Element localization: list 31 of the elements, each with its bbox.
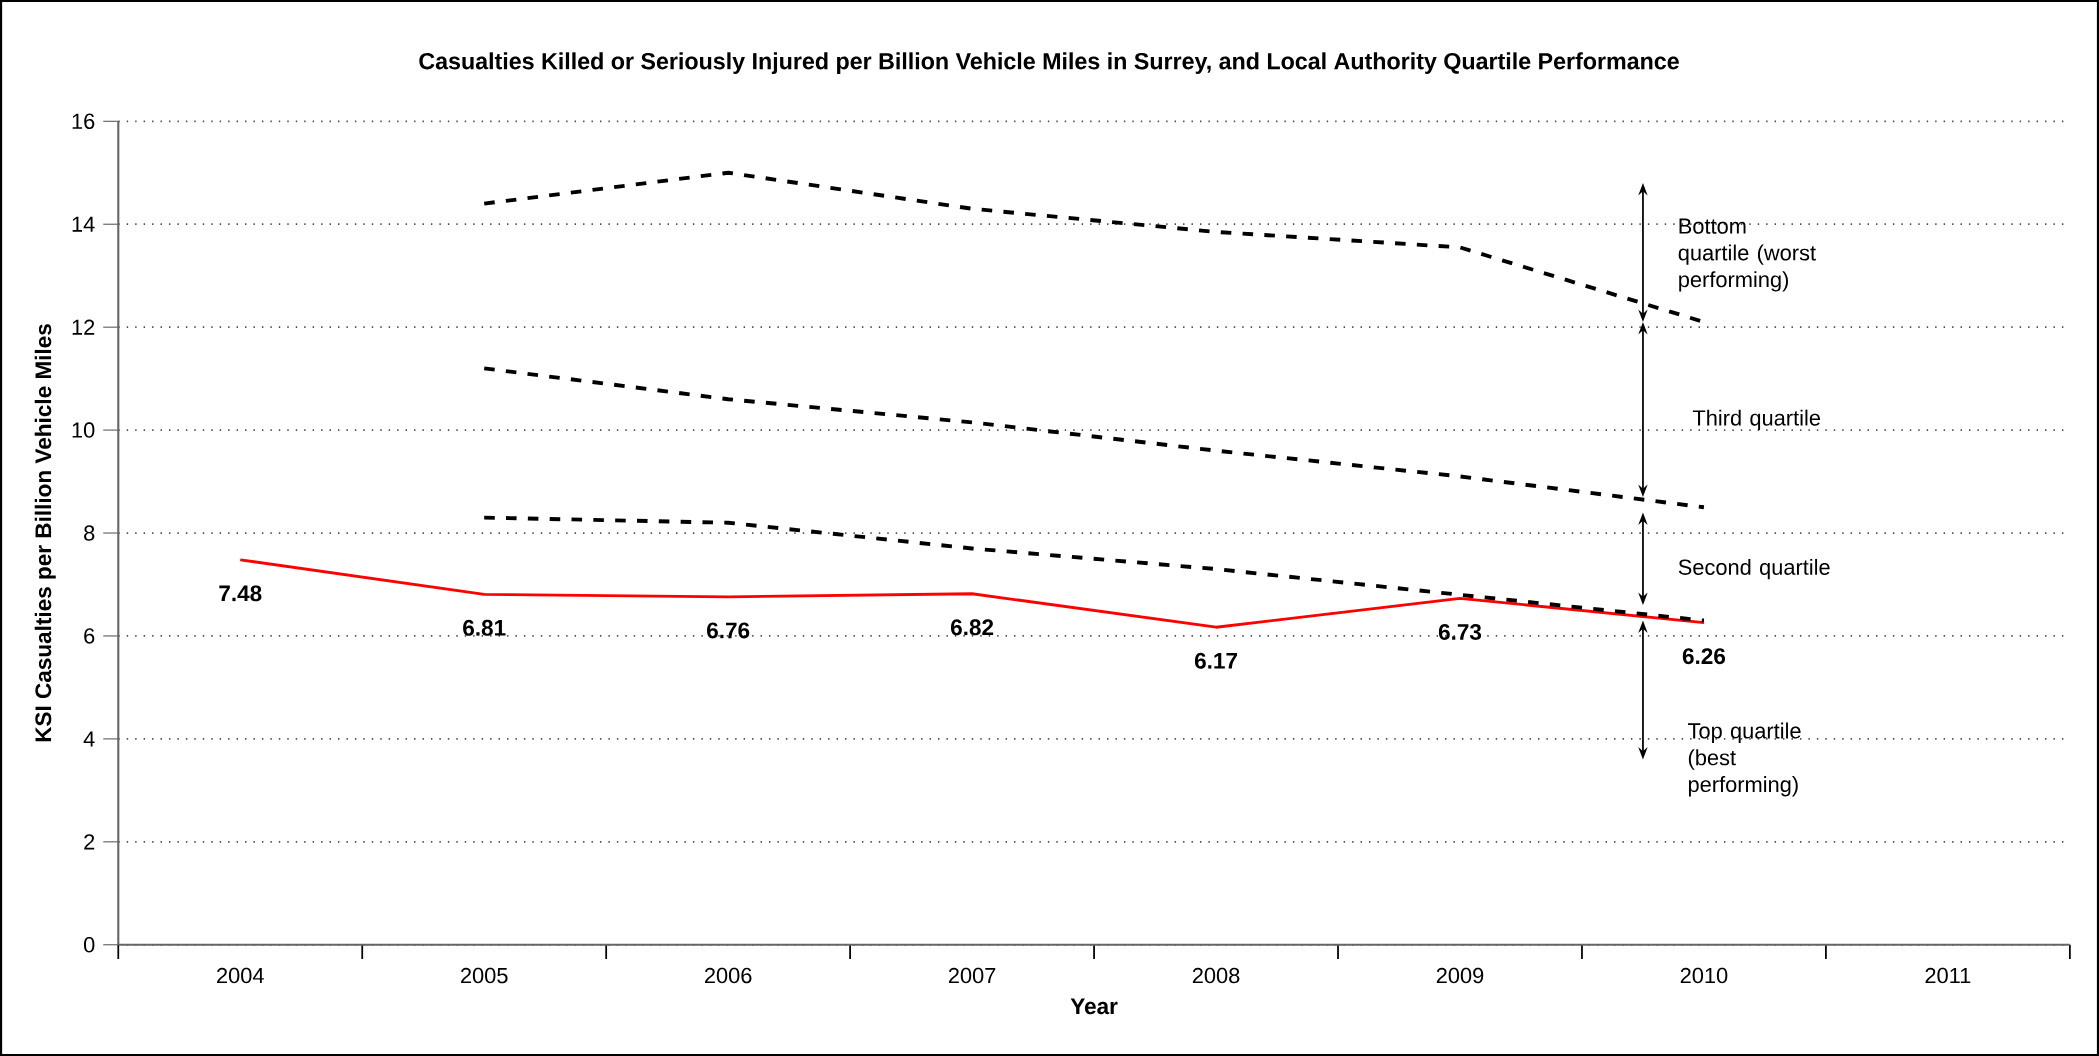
data-label: 6.76	[707, 622, 750, 639]
annotation: Second quartile	[1678, 558, 1830, 580]
y-axis-title: KSI Casualties per Billion Vehicle Miles	[34, 324, 56, 742]
data-label: 6.17	[1194, 652, 1237, 669]
y-tick-label: 2	[84, 834, 95, 850]
annotation: Top quartile (best performing)	[1688, 722, 1801, 797]
x-tick-label: 2010	[1680, 967, 1728, 984]
x-tick-label: 2006	[704, 967, 752, 984]
chart-title: Casualties Killed or Seriously Injured per Billion Vehicle Miles in Surrey, and Local Authority Quartile Performance	[419, 52, 1679, 74]
data-label: 7.48	[219, 585, 262, 602]
x-tick-label: 2007	[948, 967, 996, 984]
data-label: 6.73	[1438, 623, 1482, 640]
y-tick-label: 14	[72, 216, 95, 232]
data-label: 6.82	[951, 619, 994, 636]
y-tick-label: 0	[83, 937, 95, 953]
x-tick-label: 2009	[1436, 967, 1484, 984]
y-tick-label: 8	[84, 525, 95, 541]
y-tick-label: 10	[72, 422, 95, 438]
x-tick-label: 2004	[217, 967, 264, 984]
y-tick-label: 12	[72, 319, 95, 335]
y-tick-label: 6	[84, 628, 95, 644]
data-label: 6.26	[1682, 648, 1726, 665]
y-tick-label: 4	[83, 731, 95, 747]
x-tick-label: 2008	[1192, 967, 1240, 984]
x-axis-title: Year	[1070, 998, 1118, 1015]
y-tick-label: 16	[72, 113, 95, 129]
x-tick-label: 2005	[461, 967, 508, 984]
annotation: Bottom quartile (worst performing)	[1678, 218, 1816, 292]
data-label: 6.81	[463, 619, 506, 636]
annotation: Third quartile	[1692, 409, 1821, 430]
x-tick-label: 2011	[1925, 967, 1971, 984]
